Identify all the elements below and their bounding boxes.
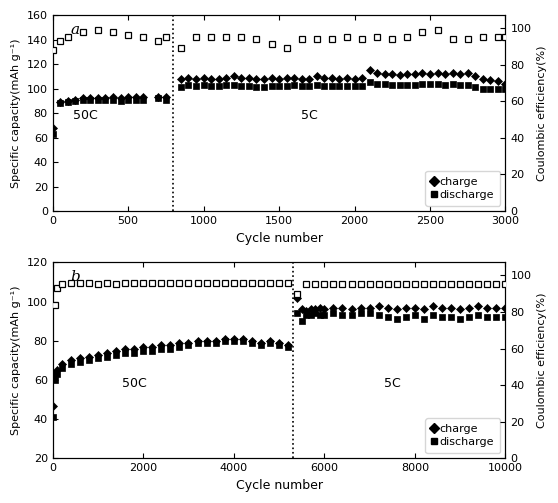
Y-axis label: Coulombic efficiency(%): Coulombic efficiency(%) [537, 45, 547, 181]
X-axis label: Cycle number: Cycle number [235, 479, 323, 492]
Text: 50C: 50C [74, 109, 98, 122]
Legend: charge, discharge: charge, discharge [425, 418, 500, 453]
Text: 5C: 5C [301, 109, 318, 122]
Text: b: b [71, 270, 80, 284]
Y-axis label: Coulombic efficiency(%): Coulombic efficiency(%) [537, 293, 547, 428]
Text: a: a [71, 23, 80, 37]
Text: 5C: 5C [384, 377, 401, 390]
X-axis label: Cycle number: Cycle number [235, 231, 323, 244]
Y-axis label: Specific capacity(mAh g⁻¹): Specific capacity(mAh g⁻¹) [11, 286, 21, 435]
Text: 50C: 50C [122, 377, 147, 390]
Legend: charge, discharge: charge, discharge [425, 171, 500, 206]
Y-axis label: Specific capacity(mAh g⁻¹): Specific capacity(mAh g⁻¹) [11, 38, 21, 188]
